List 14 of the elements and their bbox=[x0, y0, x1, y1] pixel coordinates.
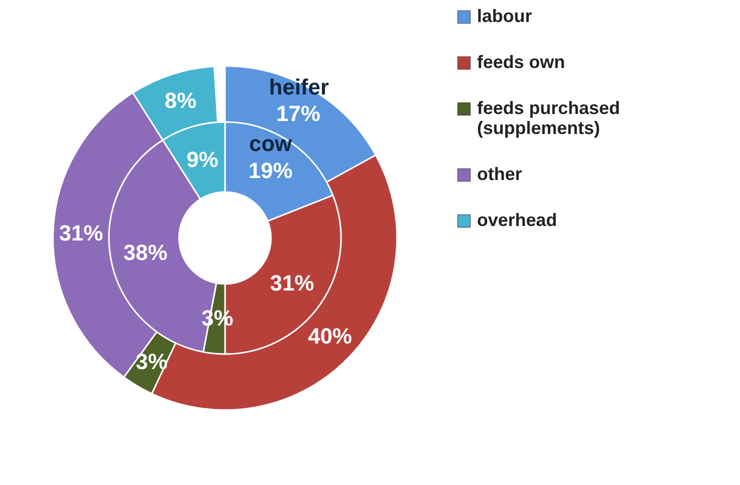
data-label: 31% bbox=[59, 220, 104, 246]
legend-label: other bbox=[477, 164, 522, 184]
data-label: 9% bbox=[186, 147, 218, 172]
slice-label: cow bbox=[249, 131, 293, 156]
data-label: 8% bbox=[164, 88, 196, 114]
data-label: 31% bbox=[270, 270, 314, 296]
legend-label: feeds own bbox=[477, 52, 566, 72]
legend-label: overhead bbox=[477, 210, 558, 230]
legend-label: labour bbox=[477, 6, 532, 26]
data-label: 17% bbox=[276, 101, 320, 126]
data-label: 38% bbox=[123, 240, 168, 266]
legend-label: feeds purchased (supplements) bbox=[477, 98, 620, 138]
data-label: 40% bbox=[308, 324, 352, 349]
data-label: 19% bbox=[248, 158, 293, 184]
